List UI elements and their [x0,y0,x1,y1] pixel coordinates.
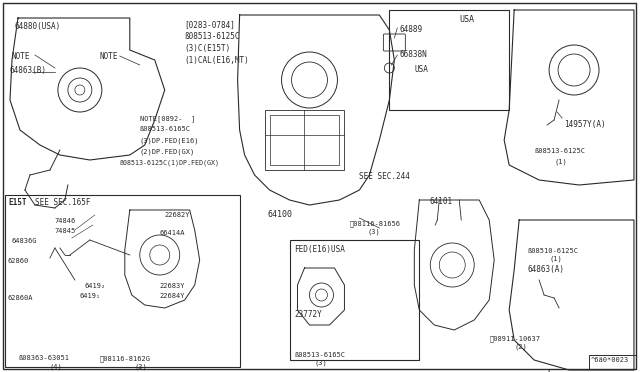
Text: ß08513-6125C(1)DP.FED(GX): ß08513-6125C(1)DP.FED(GX) [120,159,220,166]
Text: 64863(B): 64863(B) [10,66,47,75]
Bar [269,115,339,165]
Text: (2)DP.FED(GX): (2)DP.FED(GX) [140,148,195,154]
Text: (1): (1) [554,158,567,164]
Text: NOTE[0892-  ]: NOTE[0892- ] [140,115,195,122]
Text: Ⓑ08116-81656: Ⓑ08116-81656 [349,220,401,227]
Bar [264,110,344,170]
Text: (4): (4) [50,363,63,369]
Text: ß08363-63051: ß08363-63051 [18,355,69,361]
Text: [0283-0784]: [0283-0784] [185,20,236,29]
Text: ß08513-6125C: ß08513-6125C [534,148,585,154]
Text: ß08513-6165C: ß08513-6165C [294,352,346,358]
Text: USA: USA [414,65,428,74]
Text: 6419₂: 6419₂ [85,283,106,289]
Text: (1): (1) [549,256,562,263]
Text: ^6ä0*0023: ^6ä0*0023 [591,357,629,363]
Text: 64889: 64889 [399,25,422,34]
Text: 6419₁: 6419₁ [80,293,101,299]
Text: FED(E16)USA: FED(E16)USA [294,245,346,254]
Text: (3)C(E15T): (3)C(E15T) [185,44,231,53]
Text: 62860A: 62860A [8,295,33,301]
Text: 22682Y: 22682Y [164,212,190,218]
Text: SEE SEC.244: SEE SEC.244 [360,172,410,181]
Text: 22683Y: 22683Y [160,283,185,289]
Text: USA: USA [460,15,474,24]
Text: (3): (3) [135,363,148,369]
Text: Ⓞ08911-10637: Ⓞ08911-10637 [489,335,540,341]
Text: 64101: 64101 [429,197,452,206]
Bar [389,10,509,110]
Text: 64863(A): 64863(A) [527,265,564,274]
Text: 22684Y: 22684Y [160,293,185,299]
Text: (3)DP.FED(E16): (3)DP.FED(E16) [140,137,199,144]
Text: SEE SEC.165F: SEE SEC.165F [35,198,90,207]
Text: 64100: 64100 [268,210,292,219]
Bar [5,195,239,367]
Text: Ⓑ08116-8162G: Ⓑ08116-8162G [100,355,151,362]
Text: NOTE: NOTE [12,52,31,61]
Text: ß08510-6125C: ß08510-6125C [527,248,578,254]
Text: ß08513-6125C: ß08513-6125C [185,32,240,41]
Text: (1)CAL(E16,MT): (1)CAL(E16,MT) [185,56,250,65]
Text: ß08513-6165C: ß08513-6165C [140,126,191,132]
Text: 64880(USA): 64880(USA) [15,22,61,31]
Text: 62860: 62860 [8,258,29,264]
Text: (2): (2) [514,343,527,350]
Text: 66838N: 66838N [399,50,427,59]
Bar [289,240,419,360]
Text: E15T: E15T [8,198,26,207]
Text: 23772Y: 23772Y [294,310,323,319]
Text: 74845: 74845 [55,228,76,234]
Text: 14957Y(A): 14957Y(A) [564,120,605,129]
Text: 64836G: 64836G [12,238,38,244]
Text: 74846: 74846 [55,218,76,224]
Text: (3): (3) [367,228,380,234]
Text: (3): (3) [314,360,327,366]
Text: NOTE: NOTE [100,52,118,61]
Text: 66414A: 66414A [160,230,185,236]
Bar [589,355,636,369]
